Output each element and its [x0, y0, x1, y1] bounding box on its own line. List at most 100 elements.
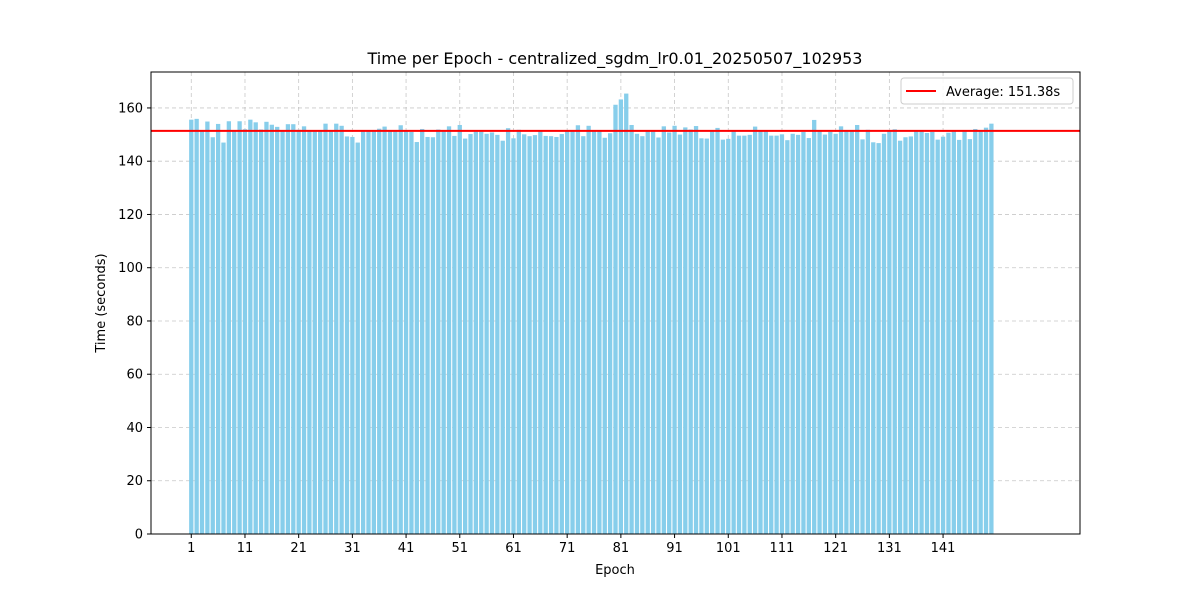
bar-epoch-24: [312, 130, 317, 534]
bar-epoch-85: [640, 136, 645, 534]
bar-epoch-14: [258, 129, 264, 534]
bar-epoch-139: [930, 131, 935, 534]
bar-epoch-74: [581, 136, 586, 534]
bar-epoch-97: [704, 138, 709, 534]
bar-epoch-79: [607, 133, 613, 535]
x-tick-label: 1: [187, 541, 195, 556]
bar-epoch-82: [624, 93, 629, 534]
bar-epoch-2: [194, 118, 199, 534]
bar-epoch-144: [957, 139, 962, 534]
bar-epoch-92: [677, 134, 683, 535]
bar-epoch-108: [763, 130, 769, 534]
bar-epoch-68: [548, 136, 554, 534]
bar-epoch-76: [591, 131, 597, 534]
bar-epoch-17: [275, 126, 280, 534]
bar-epoch-80: [613, 104, 618, 534]
bar-epoch-28: [334, 123, 339, 535]
bar-epoch-113: [790, 133, 795, 534]
bar-epoch-84: [634, 133, 640, 534]
bar-epoch-57: [489, 132, 495, 534]
bar-epoch-107: [758, 130, 763, 534]
bar-epoch-45: [425, 136, 430, 535]
bar-epoch-50: [452, 135, 457, 534]
bar-epoch-103: [736, 135, 742, 535]
bar-epoch-136: [914, 130, 919, 534]
bar-epoch-109: [769, 135, 774, 535]
bar-epoch-124: [849, 130, 854, 534]
bar-epoch-99: [715, 127, 720, 534]
y-tick-label: 120: [118, 208, 143, 223]
bar-epoch-146: [967, 139, 973, 535]
bar-epoch-116: [806, 138, 811, 535]
x-tick-label: 11: [237, 541, 254, 556]
bar-epoch-49: [446, 126, 452, 534]
bar-epoch-52: [462, 138, 468, 534]
bar-epoch-145: [962, 130, 967, 534]
bar-epoch-89: [661, 126, 666, 534]
x-tick-label: 111: [770, 541, 795, 556]
bar-epoch-117: [812, 119, 817, 534]
bar-epoch-96: [699, 138, 704, 534]
bar-epoch-15: [264, 121, 269, 535]
legend-label-average: Average: 151.38s: [946, 85, 1060, 100]
bar-epoch-125: [854, 124, 860, 534]
bar-epoch-55: [479, 131, 484, 534]
bar-epoch-69: [554, 136, 559, 535]
bar-epoch-137: [919, 130, 924, 534]
bar-epoch-41: [403, 130, 409, 534]
bar-epoch-43: [414, 142, 419, 534]
bar-epoch-46: [430, 137, 436, 534]
bar-epoch-101: [726, 138, 731, 534]
bar-epoch-18: [280, 131, 285, 535]
bar-epoch-100: [720, 139, 726, 534]
bar-epoch-119: [822, 134, 828, 535]
bar-epoch-9: [232, 130, 237, 534]
x-tick-label: 141: [931, 541, 956, 556]
bar-epoch-26: [323, 123, 328, 535]
bar-epoch-22: [301, 126, 307, 534]
bar-epoch-86: [645, 130, 650, 534]
legend-box: [900, 77, 1074, 105]
bar-epoch-134: [903, 137, 908, 534]
bar-epoch-132: [892, 129, 897, 534]
bar-epoch-73: [575, 125, 581, 535]
y-tick-label: 140: [118, 155, 143, 170]
y-tick-label: 160: [118, 101, 143, 116]
y-axis-label: Time (seconds): [94, 253, 109, 353]
x-tick-label: 51: [451, 541, 468, 556]
chart-title: Time per Epoch - centralized_sgdm_lr0.01…: [367, 49, 863, 69]
bar-epoch-10: [237, 121, 242, 535]
legend: Average: 151.38s: [900, 77, 1074, 105]
bar-epoch-95: [693, 126, 699, 534]
bar-epoch-93: [683, 127, 688, 534]
bar-epoch-51: [457, 124, 462, 534]
bar-epoch-102: [731, 130, 736, 534]
bar-epoch-20: [291, 124, 296, 535]
bar-epoch-104: [742, 135, 747, 535]
bar-epoch-65: [532, 135, 538, 534]
bar-epoch-47: [436, 129, 441, 534]
bar-epoch-126: [860, 139, 865, 534]
x-tick-label: 101: [716, 541, 741, 556]
bar-epoch-66: [538, 131, 543, 534]
y-tick-label: 60: [126, 368, 143, 383]
bar-epoch-61: [511, 138, 516, 534]
bar-epoch-21: [296, 129, 301, 535]
bar-epoch-105: [747, 134, 752, 534]
bar-epoch-88: [656, 137, 661, 534]
bar-epoch-42: [409, 131, 414, 534]
bar-epoch-16: [269, 124, 274, 534]
bar-epoch-12: [248, 119, 253, 534]
bar-epoch-148: [978, 130, 983, 534]
bar-epoch-121: [833, 133, 838, 534]
bar-epoch-130: [881, 133, 887, 534]
bar-epoch-40: [398, 125, 403, 535]
bar-epoch-34: [366, 130, 371, 534]
bar-epoch-32: [355, 142, 360, 535]
bar-epoch-147: [973, 128, 978, 534]
bar-epoch-53: [468, 134, 473, 534]
bar-epoch-3: [199, 130, 205, 534]
bar-epoch-54: [473, 131, 479, 534]
